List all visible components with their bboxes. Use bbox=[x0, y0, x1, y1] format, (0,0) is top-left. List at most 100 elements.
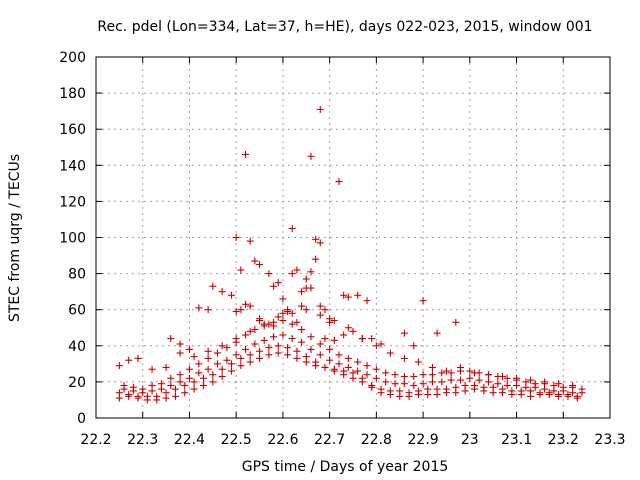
plot-frame bbox=[95, 56, 611, 419]
data-point bbox=[400, 380, 408, 388]
data-point bbox=[134, 354, 142, 362]
data-point bbox=[428, 371, 436, 379]
x-tick-label: 23.1 bbox=[501, 432, 532, 448]
data-point bbox=[274, 342, 282, 350]
data-point bbox=[391, 371, 399, 379]
data-point bbox=[354, 358, 362, 366]
data-point bbox=[302, 306, 310, 314]
data-point bbox=[358, 335, 366, 343]
chart-title: Rec. pdel (Lon=334, Lat=37, h=HE), days … bbox=[97, 19, 592, 35]
y-tick-label: 160 bbox=[59, 122, 86, 138]
data-point bbox=[199, 374, 207, 382]
y-tick-label: 120 bbox=[59, 194, 86, 210]
data-point bbox=[531, 380, 539, 388]
data-point bbox=[176, 378, 184, 386]
data-point bbox=[316, 351, 324, 359]
data-point bbox=[344, 354, 352, 362]
data-point bbox=[265, 270, 273, 278]
data-point bbox=[391, 380, 399, 388]
data-point bbox=[190, 385, 198, 393]
data-point bbox=[363, 362, 371, 370]
data-point bbox=[143, 392, 151, 400]
y-tick-label: 200 bbox=[59, 50, 86, 66]
data-point bbox=[363, 297, 371, 305]
data-point bbox=[195, 360, 203, 368]
data-point bbox=[260, 336, 268, 344]
data-point bbox=[195, 304, 203, 312]
data-point bbox=[288, 309, 296, 317]
data-point bbox=[550, 382, 558, 390]
data-point bbox=[316, 105, 324, 113]
data-point bbox=[414, 358, 422, 366]
data-point bbox=[335, 351, 343, 359]
data-point bbox=[125, 391, 133, 399]
data-point bbox=[541, 378, 549, 386]
x-tick-label: 23.3 bbox=[594, 432, 625, 448]
y-tick-label: 40 bbox=[68, 339, 86, 355]
data-point bbox=[181, 382, 189, 390]
grid bbox=[96, 57, 610, 418]
data-point bbox=[419, 380, 427, 388]
data-point bbox=[242, 150, 250, 158]
data-point bbox=[176, 349, 184, 357]
data-point bbox=[185, 345, 193, 353]
data-point bbox=[447, 369, 455, 377]
data-point bbox=[270, 333, 278, 341]
data-point bbox=[485, 378, 493, 386]
data-point bbox=[218, 365, 226, 373]
data-point bbox=[307, 152, 315, 160]
data-point bbox=[503, 382, 511, 390]
data-point bbox=[480, 383, 488, 391]
data-point bbox=[302, 353, 310, 361]
y-tick-label: 20 bbox=[68, 375, 86, 391]
data-point bbox=[349, 327, 357, 335]
y-tick-label: 80 bbox=[68, 267, 86, 283]
data-point bbox=[466, 367, 474, 375]
data-point bbox=[419, 297, 427, 305]
data-point bbox=[237, 306, 245, 314]
data-point bbox=[438, 378, 446, 386]
data-point bbox=[256, 347, 264, 355]
data-point bbox=[340, 291, 348, 299]
data-point bbox=[251, 340, 259, 348]
data-point bbox=[246, 302, 254, 310]
data-point bbox=[204, 365, 212, 373]
data-point bbox=[335, 360, 343, 368]
data-point bbox=[302, 275, 310, 283]
data-point bbox=[218, 288, 226, 296]
data-point bbox=[256, 315, 264, 323]
x-tick-label: 22.5 bbox=[221, 432, 252, 448]
x-tick-label: 22.2 bbox=[80, 432, 111, 448]
data-point bbox=[559, 383, 567, 391]
data-point bbox=[115, 389, 123, 397]
data-point bbox=[433, 329, 441, 337]
x-tick-label: 22.4 bbox=[174, 432, 205, 448]
data-point bbox=[489, 383, 497, 391]
x-tick-label: 23.2 bbox=[548, 432, 579, 448]
data-point bbox=[237, 362, 245, 370]
data-point bbox=[204, 347, 212, 355]
data-point bbox=[354, 367, 362, 375]
data-point bbox=[456, 363, 464, 371]
data-point bbox=[171, 392, 179, 400]
data-point bbox=[223, 344, 231, 352]
data-point bbox=[368, 335, 376, 343]
data-point bbox=[237, 266, 245, 274]
y-tick-label: 140 bbox=[59, 158, 86, 174]
y-tick-label: 0 bbox=[77, 411, 86, 427]
data-point bbox=[246, 327, 254, 335]
data-point bbox=[456, 376, 464, 384]
data-point bbox=[316, 311, 324, 319]
data-point bbox=[279, 317, 287, 325]
data-point bbox=[545, 389, 553, 397]
data-point bbox=[405, 389, 413, 397]
data-point bbox=[461, 382, 469, 390]
data-point bbox=[555, 391, 563, 399]
data-point bbox=[330, 317, 338, 325]
data-point bbox=[288, 335, 296, 343]
data-point bbox=[382, 369, 390, 377]
data-point bbox=[176, 371, 184, 379]
x-tick-label: 22.8 bbox=[361, 432, 392, 448]
data-point bbox=[312, 255, 320, 263]
data-point bbox=[499, 372, 507, 380]
